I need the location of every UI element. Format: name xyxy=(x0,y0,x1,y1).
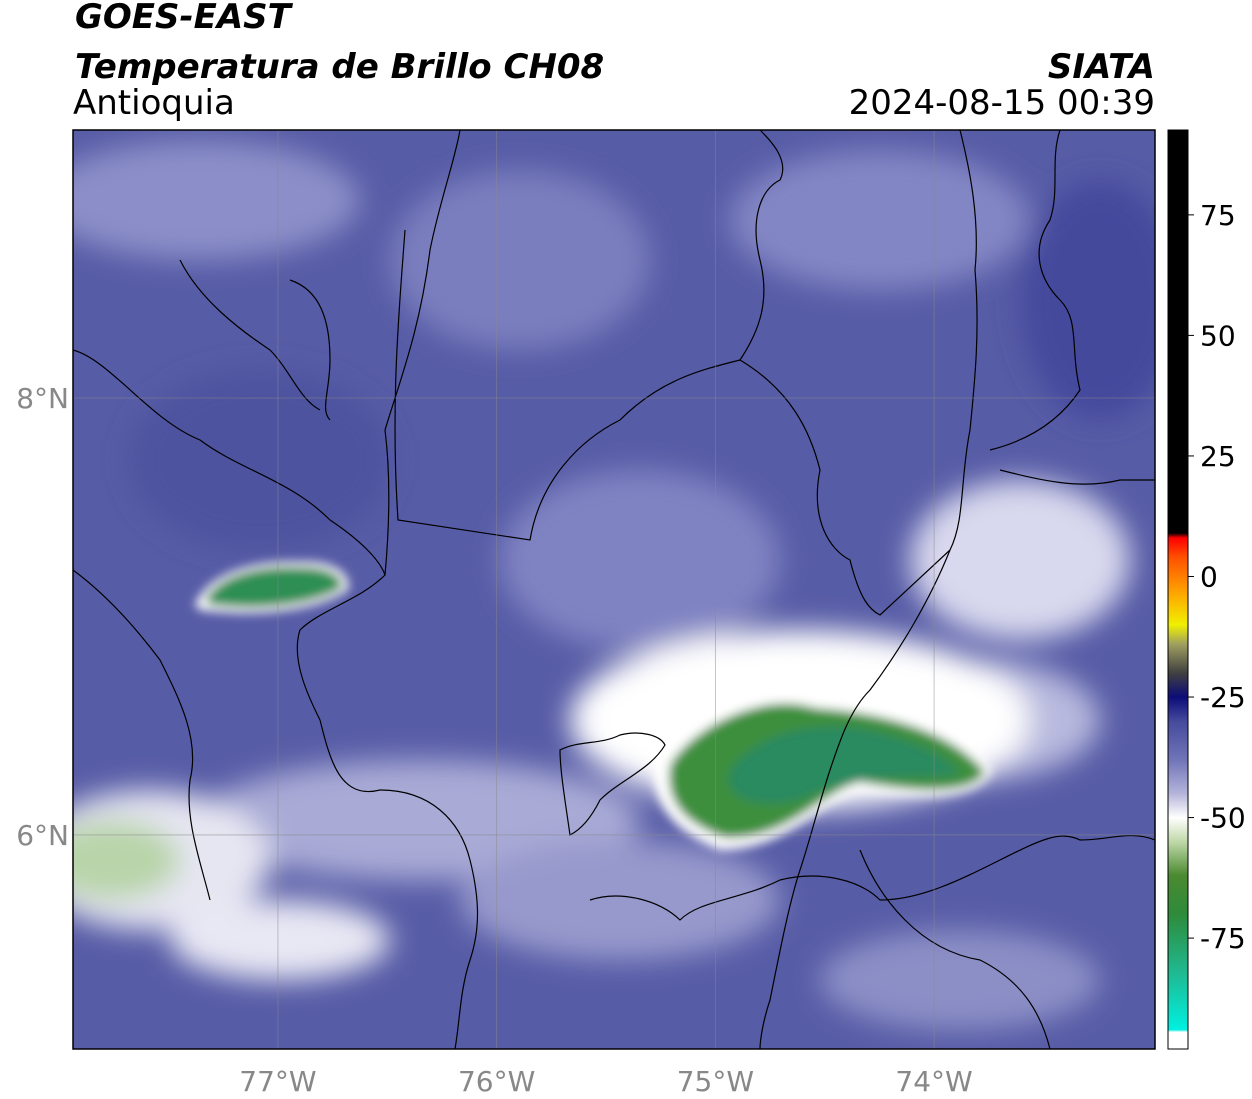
timestamp: 2024-08-15 00:39 xyxy=(849,83,1155,123)
borders xyxy=(73,130,1155,1049)
y-tick-label: 6°N xyxy=(16,819,69,852)
colorbar-tick-label: 50 xyxy=(1200,319,1236,352)
satellite-image xyxy=(73,130,1155,1049)
x-tick-label: 76°W xyxy=(458,1065,535,1098)
colorbar-tick-label: 25 xyxy=(1200,440,1236,473)
x-tick-label: 77°W xyxy=(239,1065,316,1098)
colorbar-tick-label: -75 xyxy=(1200,922,1246,955)
colorbar-tick-label: -50 xyxy=(1200,802,1246,835)
x-tick-label: 74°W xyxy=(895,1065,972,1098)
source: SIATA xyxy=(1048,47,1155,87)
colorbar xyxy=(1167,129,1189,1050)
title: GOES-EAST xyxy=(75,0,294,37)
gridlines xyxy=(73,130,1155,1049)
region: Antioquia xyxy=(73,83,235,123)
x-tick-label: 75°W xyxy=(677,1065,754,1098)
colorbar-tick-label: 0 xyxy=(1200,560,1218,593)
colorbar-tick-label: 75 xyxy=(1200,199,1236,232)
map-frame xyxy=(72,129,1156,1050)
colorbar-tick-label: -25 xyxy=(1200,681,1246,714)
y-tick-label: 8°N xyxy=(16,382,69,415)
subtitle: Temperatura de Brillo CH08 xyxy=(75,47,604,87)
